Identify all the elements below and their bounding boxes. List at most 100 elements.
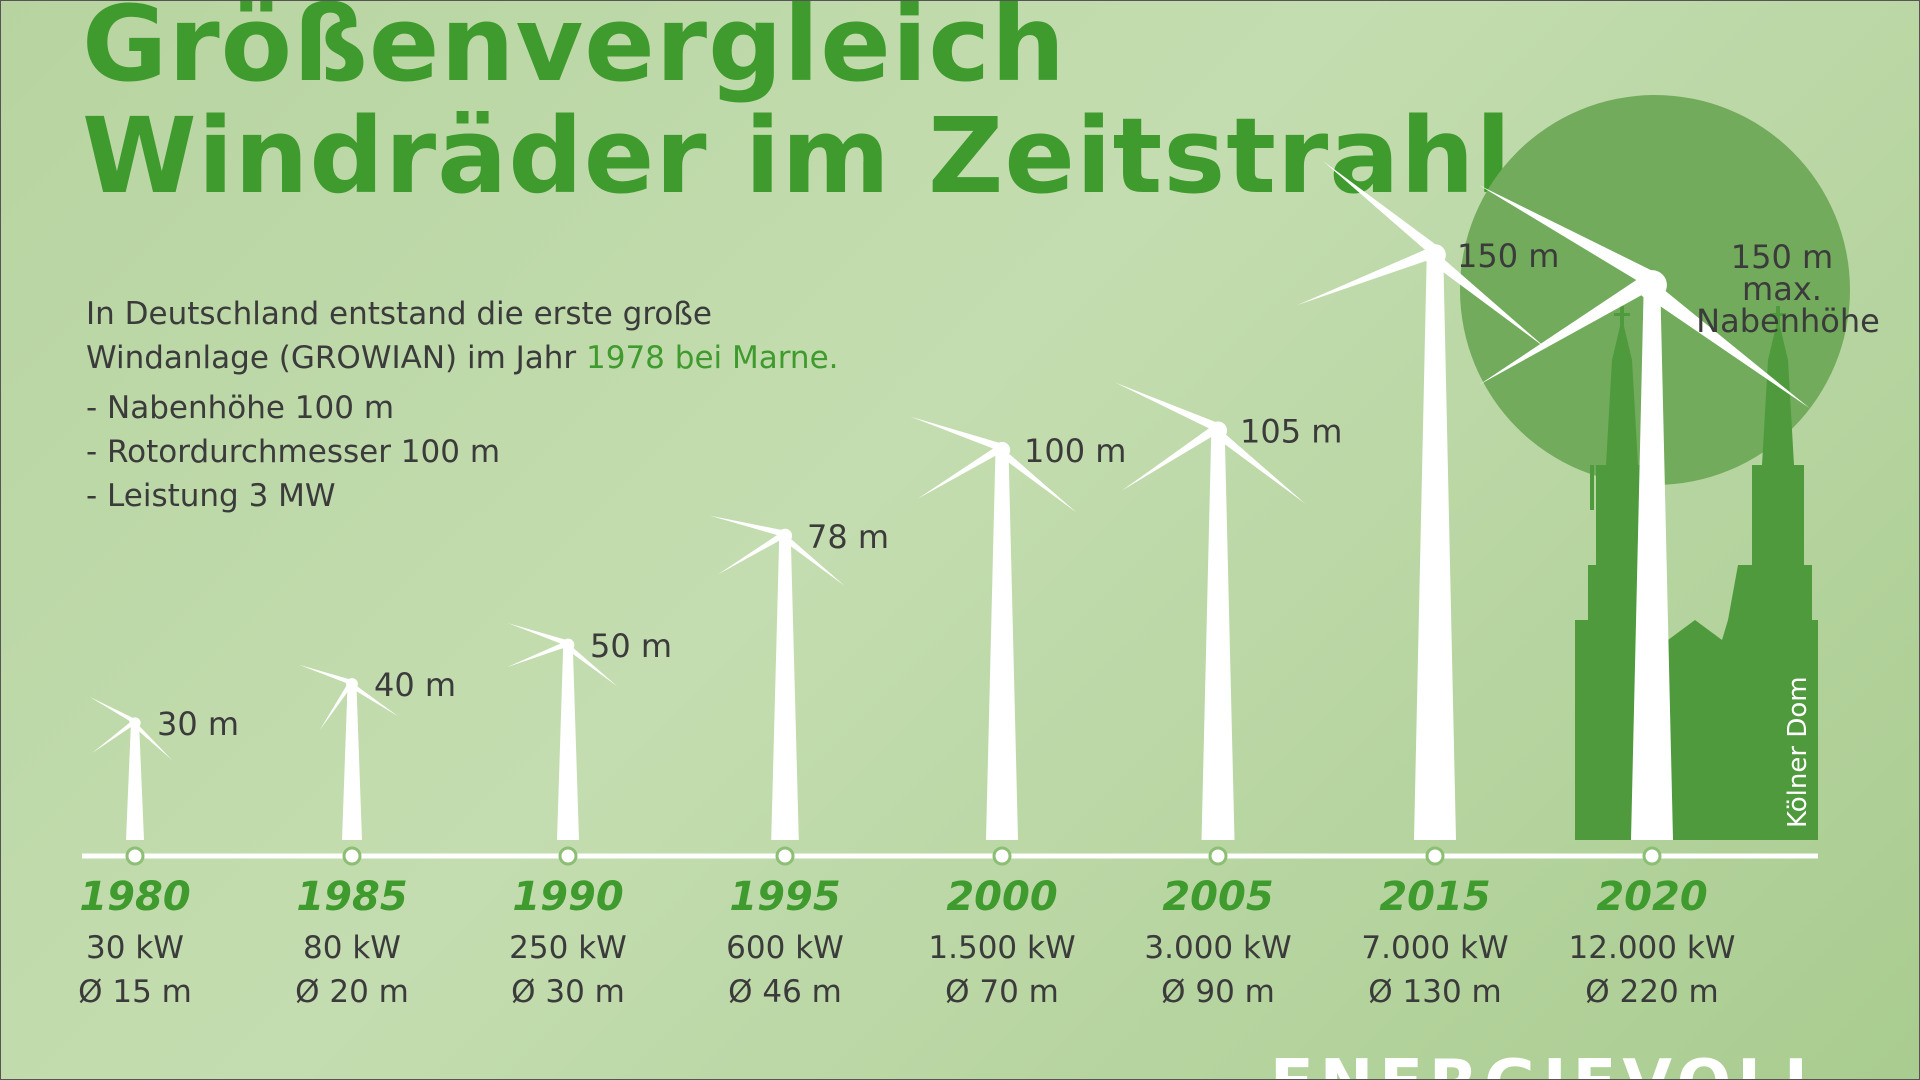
turbine-blade <box>92 719 136 753</box>
height-label: 50 m <box>590 627 672 665</box>
power-label: 3.000 kW <box>1144 930 1291 966</box>
page-title: Größenvergleich Windräder im Zeitstrahl <box>82 0 1512 212</box>
turbine-hub <box>993 441 1011 459</box>
turbine-hub <box>777 528 793 543</box>
turbine-blade <box>717 531 786 575</box>
height-label: 40 m <box>374 666 456 704</box>
year-label: 2020 <box>1596 874 1707 920</box>
highlight-line-3: Nabenhöhe <box>1696 302 1880 340</box>
fact-item: - Leistung 3 MW <box>86 478 336 514</box>
turbine-blade <box>507 640 569 668</box>
year-label: 2000 <box>946 874 1057 920</box>
intro-line-1: In Deutschland entstand die erste große <box>86 296 712 332</box>
turbine-blade <box>709 515 787 538</box>
timeline-marker <box>1642 846 1662 866</box>
timeline-marker <box>558 846 578 866</box>
diameter-label: Ø 20 m <box>295 974 409 1010</box>
turbine-1985 <box>299 664 399 840</box>
brand-logo: ENERGIEVOLL <box>1270 1047 1831 1080</box>
turbine-1995 <box>709 515 845 840</box>
timeline-marker <box>992 846 1012 866</box>
diameter-label: Ø 220 m <box>1585 974 1718 1010</box>
year-label: 2015 <box>1379 874 1490 920</box>
turbine-hub <box>1424 244 1446 266</box>
diameter-label: Ø 46 m <box>728 974 842 1010</box>
turbine-tower <box>342 684 362 840</box>
turbine-blade <box>1213 428 1306 504</box>
year-label: 2005 <box>1162 874 1273 920</box>
timeline-marker <box>1425 846 1445 866</box>
height-label: 30 m <box>157 705 239 743</box>
turbine-blade <box>1322 160 1441 258</box>
power-label: 12.000 kW <box>1569 930 1736 966</box>
turbine-blade <box>299 664 354 686</box>
height-label: 150 m <box>1457 237 1559 275</box>
diameter-label: Ø 130 m <box>1368 974 1501 1010</box>
turbine-blade <box>1297 246 1436 306</box>
height-label: 78 m <box>807 518 889 556</box>
turbine-hub <box>1208 421 1228 440</box>
turbine-2005 <box>1114 382 1306 840</box>
turbine-2000 <box>910 416 1077 840</box>
turbine-blade <box>1478 273 1654 385</box>
power-label: 80 kW <box>303 930 401 966</box>
power-label: 30 kW <box>86 930 184 966</box>
turbine-2020 <box>1478 185 1810 840</box>
turbine-tower <box>1201 430 1235 840</box>
year-label: 1995 <box>729 874 840 920</box>
fact-item: - Rotordurchmesser 100 m <box>86 434 501 470</box>
highlight-line-2: max. <box>1742 270 1822 308</box>
turbine-hub <box>346 678 358 690</box>
turbine-hub <box>561 638 575 652</box>
power-label: 600 kW <box>726 930 844 966</box>
turbine-hub <box>1637 270 1667 300</box>
power-label: 250 kW <box>509 930 627 966</box>
turbine-tower <box>1631 285 1673 840</box>
turbine-tower <box>1414 255 1456 840</box>
power-label: 7.000 kW <box>1361 930 1508 966</box>
turbine-blade <box>507 622 570 647</box>
turbine-tower <box>771 535 799 840</box>
turbine-blade <box>1429 252 1548 350</box>
height-label: 100 m <box>1024 432 1126 470</box>
turbine-1980 <box>89 696 172 840</box>
turbine-blade <box>565 644 618 687</box>
timeline-marker <box>342 846 362 866</box>
turbine-blade <box>89 696 137 724</box>
turbine-tower <box>986 450 1018 840</box>
height-label: 105 m <box>1240 413 1342 451</box>
timeline-marker <box>775 846 795 866</box>
year-label: 1980 <box>79 874 190 920</box>
timeline-marker <box>1208 846 1228 866</box>
intro-line-2-prefix: Windanlage (GROWIAN) im Jahr <box>86 340 587 376</box>
diameter-label: Ø 30 m <box>511 974 625 1010</box>
intro-highlight: 1978 bei Marne. <box>586 340 839 376</box>
turbine-blade <box>132 722 172 760</box>
power-label: 1.500 kW <box>928 930 1075 966</box>
landmark-label: Kölner Dom <box>1783 676 1813 828</box>
turbine-2015 <box>1297 160 1548 840</box>
diameter-label: Ø 15 m <box>78 974 192 1010</box>
turbine-1990 <box>507 622 618 840</box>
fact-item: - Nabenhöhe 100 m <box>86 390 395 426</box>
turbine-blade <box>1478 185 1659 289</box>
turbine-hub <box>129 717 141 729</box>
diameter-label: Ø 70 m <box>945 974 1059 1010</box>
turbine-blade <box>1644 281 1810 409</box>
turbine-blade <box>349 683 399 717</box>
diameter-label: Ø 90 m <box>1161 974 1275 1010</box>
turbine-tower <box>557 645 579 840</box>
title-line-2: Windräder im Zeitstrahl <box>82 95 1513 217</box>
intro-line-2: Windanlage (GROWIAN) im Jahr 1978 bei Ma… <box>86 336 839 380</box>
turbine-blade <box>917 444 1003 499</box>
highlight-line-1: 150 m <box>1731 238 1833 276</box>
turbine-blade <box>1114 382 1221 433</box>
turbine-blade <box>319 681 353 731</box>
turbine-blade <box>1121 424 1220 491</box>
turbine-tower <box>126 723 144 840</box>
turbine-blade <box>910 416 1005 452</box>
intro-text: In Deutschland entstand die erste große … <box>86 292 839 518</box>
turbine-blade <box>781 534 845 586</box>
fact-list: - Nabenhöhe 100 m - Rotordurchmesser 100… <box>86 386 839 518</box>
